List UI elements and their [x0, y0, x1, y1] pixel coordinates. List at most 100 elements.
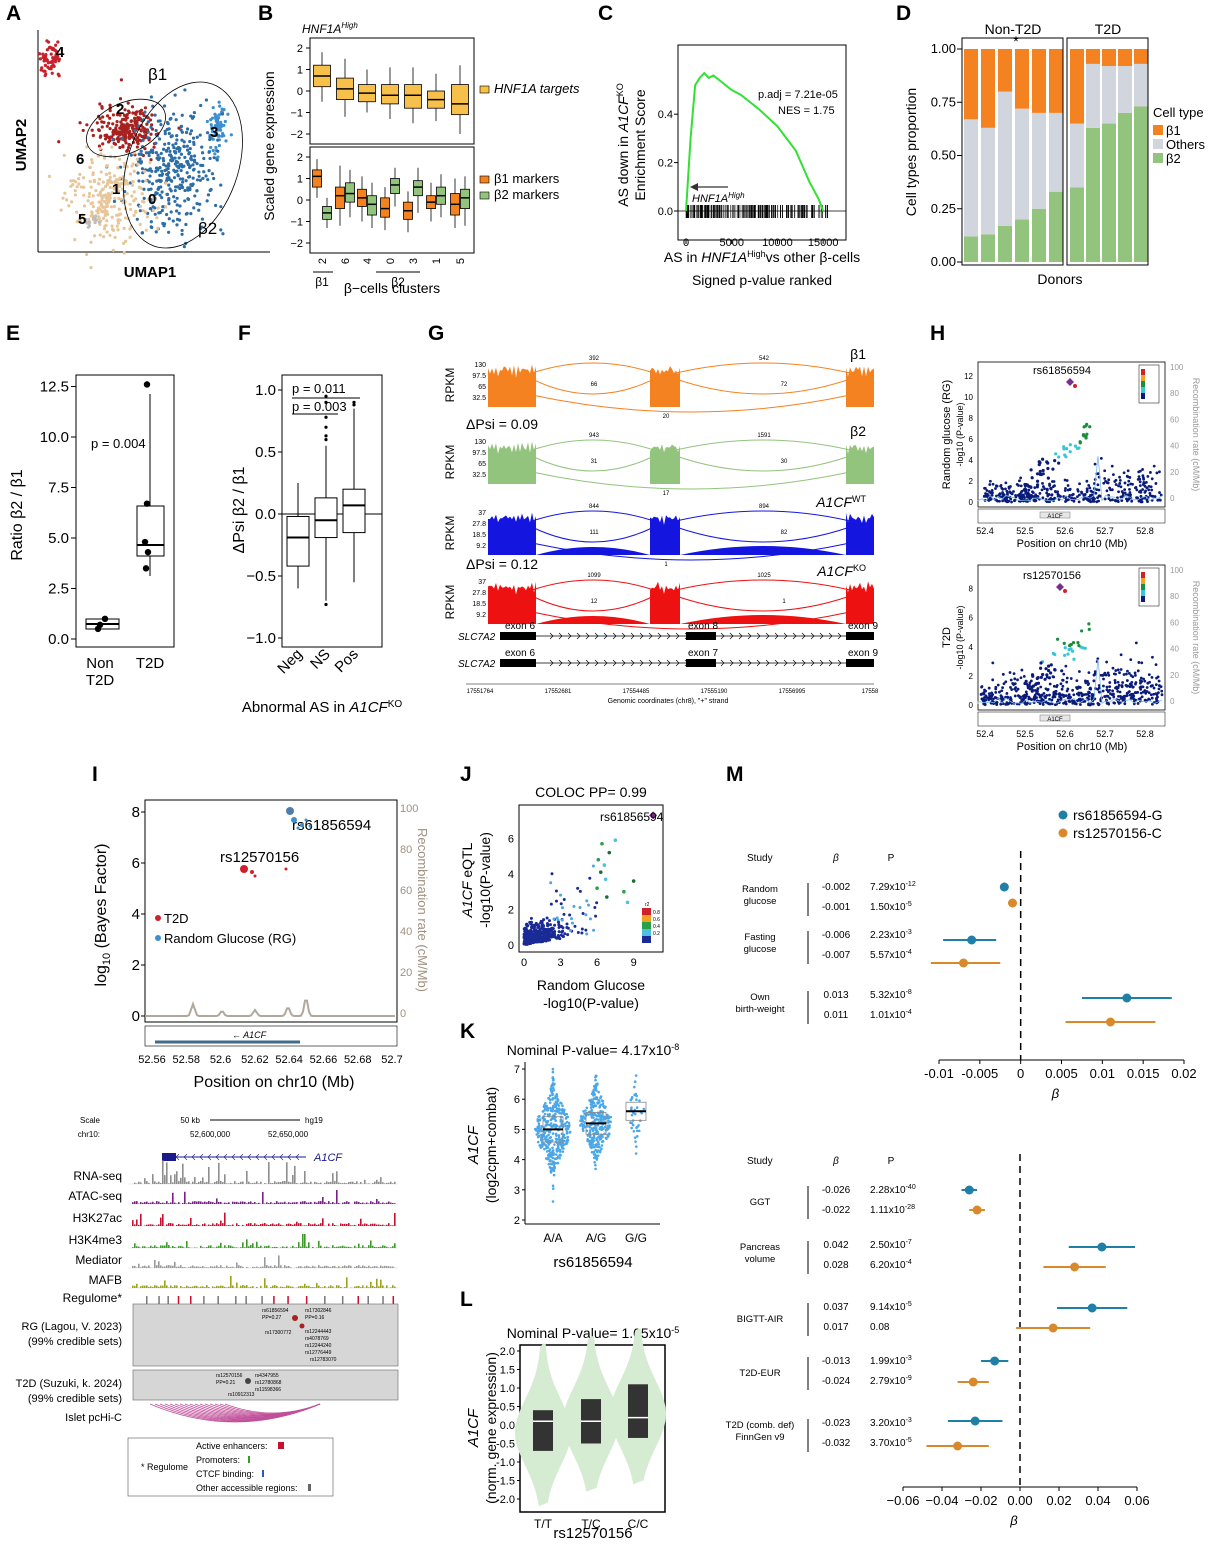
- b-ytick-bottom: −2: [290, 238, 303, 250]
- e-x1b: T2D: [86, 672, 115, 689]
- l-ytick: 0.0: [500, 1420, 515, 1432]
- umap-point: [183, 199, 187, 203]
- umap-point: [217, 100, 221, 104]
- umap-point: [49, 67, 53, 71]
- f-ytick: −0.5: [246, 568, 276, 585]
- umap-point: [187, 152, 191, 156]
- umap-point: [177, 126, 181, 130]
- umap-point: [140, 192, 144, 196]
- m-beta2: -0.001: [822, 902, 851, 913]
- m-xtick: −0.06: [887, 1493, 920, 1508]
- d-ytick: 0.75: [931, 94, 956, 109]
- g-junction-count: 844: [589, 504, 600, 510]
- umap-point: [161, 156, 165, 161]
- g-coverage: [488, 364, 536, 407]
- umap-point: [138, 112, 142, 116]
- e-ylabel: Ratio β2 / β1: [9, 469, 26, 560]
- umap-point: [113, 131, 117, 135]
- l-xtick: T/C: [581, 1517, 601, 1531]
- i-ytick: 2: [132, 957, 140, 974]
- e-ytick: 5.0: [48, 530, 69, 547]
- umap-point: [51, 56, 55, 60]
- umap-point: [123, 108, 127, 112]
- umap-point: [112, 199, 117, 203]
- umap-point: [115, 119, 119, 124]
- umap-point: [89, 240, 93, 244]
- h-ytick: 2: [969, 477, 974, 486]
- l-ytick: -1.5: [496, 1476, 515, 1488]
- h-xtick: 52.5: [1016, 729, 1034, 739]
- l-ytick: -0.5: [496, 1439, 515, 1451]
- umap-point: [50, 59, 55, 64]
- g-exon-label: exon 6: [505, 621, 535, 632]
- umap-point: [76, 177, 81, 181]
- g-coord-tick: 17555190: [701, 689, 728, 695]
- h-xtick: 52.6: [1056, 526, 1074, 536]
- b-legend-top: HNF1A targets: [494, 81, 580, 96]
- umap-point: [113, 181, 117, 185]
- l-ytick: 1.5: [500, 1365, 515, 1377]
- k-ylabel1: A1CF: [465, 1125, 482, 1165]
- umap-point: [132, 213, 136, 217]
- umap-point: [173, 162, 177, 166]
- umap-point: [191, 176, 195, 180]
- panel-g-sashimi: RPKM13097.56532.5392665427220β1RPKM13097…: [443, 346, 879, 705]
- umap-point: [204, 98, 209, 102]
- d-bar-segment: [1118, 66, 1132, 113]
- umap-point: [98, 135, 102, 139]
- i2-rg-snp: PP=0.27: [262, 1315, 282, 1321]
- e-x2: T2D: [136, 655, 165, 672]
- j-legend: 0.4: [653, 924, 660, 930]
- umap-point: [117, 207, 121, 211]
- umap-point: [164, 148, 169, 153]
- umap-point: [97, 182, 101, 186]
- h-right-tick: 0: [1170, 494, 1175, 503]
- i-xtick: 52.62: [241, 1054, 269, 1066]
- j-xtick: 6: [594, 957, 600, 969]
- umap-point: [43, 69, 47, 73]
- umap-point: [141, 125, 145, 130]
- umap-point: [80, 213, 85, 217]
- umap-point: [173, 170, 177, 174]
- umap-point: [178, 204, 182, 208]
- umap-point: [81, 128, 85, 133]
- d-bar-segment: [1102, 123, 1116, 262]
- umap-point: [218, 104, 222, 108]
- umap-point: [156, 187, 160, 191]
- m-beta1: -0.002: [822, 882, 851, 893]
- m-p2: 1.50x10-5: [870, 901, 912, 913]
- h-xtick: 52.6: [1056, 729, 1074, 739]
- umap-point: [101, 210, 105, 214]
- k-xtick: A/G: [586, 1231, 607, 1245]
- umap-point: [173, 93, 177, 97]
- m-point-g: [1087, 1303, 1097, 1313]
- umap-point: [130, 126, 134, 130]
- umap-point: [116, 166, 120, 170]
- j-xlabel1: Random Glucose: [537, 977, 645, 993]
- umap-point: [177, 211, 181, 215]
- umap-point: [162, 162, 166, 167]
- h-right-tick: 100: [1170, 566, 1184, 575]
- g-coverage: [650, 581, 680, 624]
- umap-point: [93, 220, 97, 225]
- umap-point: [77, 182, 81, 186]
- umap-point: [175, 196, 179, 200]
- umap-point: [162, 147, 166, 151]
- i-legend1: T2D: [164, 911, 189, 926]
- h-ytick: 6: [969, 614, 974, 623]
- e-x1a: Non: [86, 655, 114, 672]
- j-ytick: 6: [508, 833, 514, 845]
- umap-point: [190, 158, 194, 162]
- umap-point: [98, 146, 102, 151]
- umap-point: [214, 145, 218, 150]
- d-bar-segment: [1032, 49, 1046, 113]
- d-bar-segment: [1015, 219, 1029, 262]
- umap-point: [107, 140, 111, 144]
- umap-point: [210, 125, 214, 130]
- m-beta1: -0.026: [822, 1185, 851, 1196]
- g-junction-count: 20: [663, 414, 670, 420]
- umap-point: [85, 221, 90, 225]
- m-study: Pancreas: [740, 1242, 780, 1253]
- m-p1: 5.32x10-8: [870, 989, 912, 1001]
- m-beta2: -0.032: [822, 1438, 851, 1449]
